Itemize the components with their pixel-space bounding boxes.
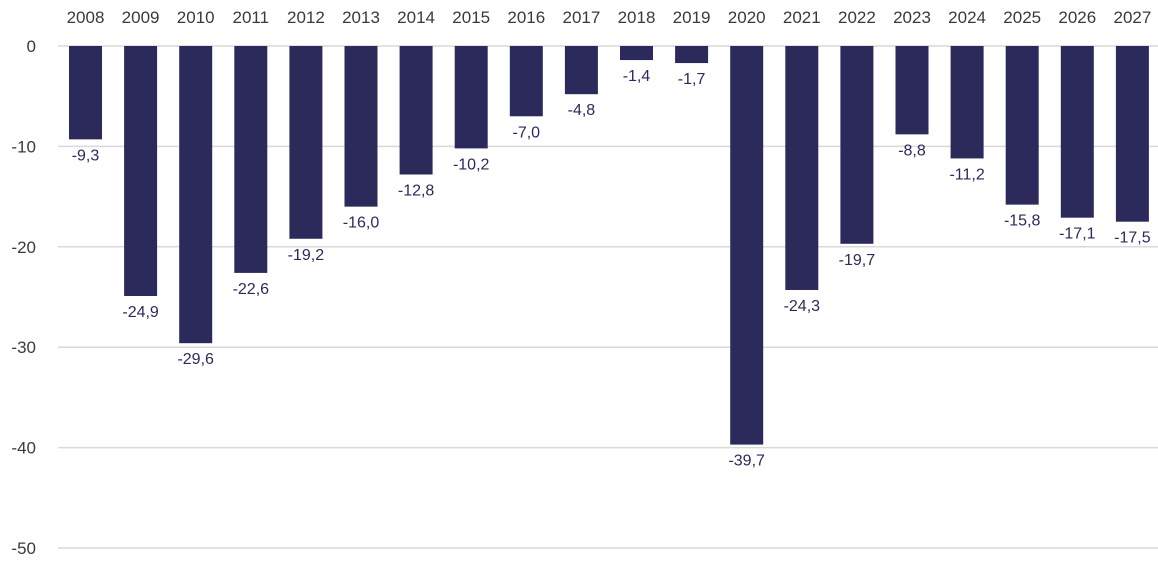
value-label: -9,3 [72, 147, 100, 164]
bar [179, 46, 213, 344]
value-labels: -9,3 -24,9 -29,6 -22,6 -19,2 -16,0 -12,8 -10,2 -… [72, 68, 1151, 470]
value-label: -15,8 [1004, 213, 1041, 230]
bar [675, 46, 709, 64]
value-label: -10,2 [453, 156, 490, 173]
x-category-label: 2027 [1113, 8, 1151, 27]
bar [234, 46, 268, 273]
x-category-label: 2015 [452, 8, 490, 27]
x-category-label: 2014 [397, 8, 435, 27]
bar [1060, 46, 1094, 218]
value-label: -4,8 [568, 102, 596, 119]
bar [289, 46, 323, 239]
bar [785, 46, 819, 290]
value-label: -39,7 [728, 453, 765, 470]
bar [344, 46, 378, 207]
x-category-label: 2018 [618, 8, 656, 27]
y-tick-label: -30 [11, 338, 36, 357]
x-category-label: 2017 [562, 8, 600, 27]
value-label: -19,7 [839, 252, 876, 269]
value-label: -24,9 [122, 304, 159, 321]
bar [620, 46, 653, 61]
x-category-label: 2010 [177, 8, 215, 27]
value-label: -22,6 [233, 281, 270, 298]
y-tick-label: -40 [11, 439, 36, 458]
bar [1005, 46, 1039, 205]
x-category-label: 2019 [673, 8, 711, 27]
value-label: -8,8 [898, 142, 926, 159]
x-category-label: 2021 [783, 8, 821, 27]
y-tick-label: -50 [11, 539, 36, 558]
x-category-label: 2024 [948, 8, 986, 27]
bars [69, 46, 1149, 445]
bar [399, 46, 433, 175]
x-category-label: 2013 [342, 8, 380, 27]
value-label: -17,1 [1059, 226, 1096, 243]
bar [840, 46, 874, 244]
y-tick-label: -10 [11, 137, 36, 156]
bar [895, 46, 929, 135]
x-category-label: 2016 [507, 8, 545, 27]
bar [454, 46, 488, 149]
value-label: -1,7 [678, 71, 706, 88]
bar [950, 46, 984, 159]
bar [730, 46, 764, 445]
bar [509, 46, 543, 117]
y-tick-label: -20 [11, 238, 36, 257]
y-axis-ticks: 0 -10 -20 -30 -40 -50 [11, 37, 36, 558]
x-category-label: 2022 [838, 8, 876, 27]
bar [69, 46, 102, 140]
x-category-label: 2023 [893, 8, 931, 27]
x-category-label: 2011 [233, 8, 270, 27]
bar [1115, 46, 1149, 222]
value-label: -7,0 [513, 124, 541, 141]
value-label: -29,6 [177, 351, 214, 368]
x-category-label: 2009 [122, 8, 160, 27]
x-category-label: 2020 [728, 8, 766, 27]
value-label: -19,2 [288, 247, 325, 264]
x-category-label: 2025 [1003, 8, 1041, 27]
gridlines [58, 45, 1158, 549]
bar [564, 46, 598, 95]
x-axis-categories: 2008 2009 2010 2011 2012 2013 2014 2015 2016 2017… [67, 8, 1152, 27]
value-label: -1,4 [623, 68, 651, 85]
value-label: -17,5 [1114, 230, 1151, 247]
x-category-label: 2026 [1058, 8, 1096, 27]
value-label: -24,3 [784, 298, 821, 315]
bar [124, 46, 158, 296]
value-label: -12,8 [398, 183, 435, 200]
y-tick-label: 0 [27, 37, 36, 56]
value-label: -16,0 [343, 215, 380, 232]
x-category-label: 2008 [67, 8, 105, 27]
x-category-label: 2012 [287, 8, 325, 27]
value-label: -11,2 [949, 166, 984, 183]
